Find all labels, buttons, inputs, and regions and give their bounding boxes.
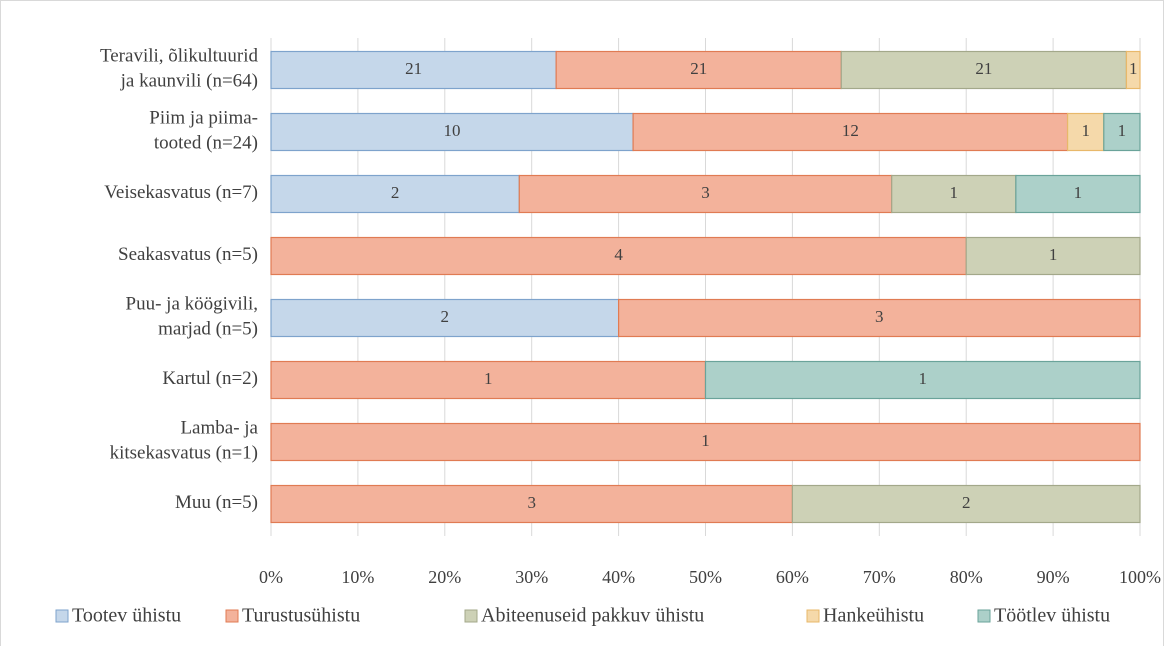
legend-label: Töötlev ühistu — [994, 605, 1110, 627]
y-tick-label-line: kitsekasvatus (n=1) — [110, 443, 258, 464]
x-tick-label: 80% — [950, 567, 983, 587]
bar-segment — [270, 174, 520, 214]
y-tick-label: Puu- ja köögivili, marjad (n=5) — [126, 294, 258, 340]
data-label: 12 — [842, 121, 859, 140]
bar-segment — [270, 50, 557, 90]
bar-segment — [270, 236, 967, 276]
bar-segment — [1125, 50, 1141, 90]
x-tick-label: 100% — [1119, 567, 1161, 587]
legend-label: Abiteenuseid pakkuv ühistu — [481, 605, 704, 627]
legend-label: Tootev ühistu — [72, 605, 181, 627]
bar-segment — [270, 484, 794, 524]
data-label: 10 — [444, 121, 461, 140]
y-tick-label: Kartul (n=2) — [162, 368, 258, 389]
bar-segment — [617, 298, 1141, 338]
legend-swatch — [806, 609, 820, 623]
legend-swatch — [225, 609, 239, 623]
data-label: 1 — [1049, 245, 1058, 264]
y-tick-label-line: tooted (n=24) — [154, 133, 258, 154]
data-label: 21 — [690, 59, 707, 78]
y-tick-label: Veisekasvatus (n=7) — [104, 182, 258, 203]
y-tick-label-line: Puu- ja köögivili, — [126, 294, 258, 315]
y-tick-label-line: Piim ja piima- — [149, 108, 258, 129]
data-label: 2 — [391, 183, 400, 202]
bar-segment — [518, 174, 893, 214]
bar-segment — [555, 50, 842, 90]
y-tick-label: Seakasvatus (n=5) — [118, 244, 258, 265]
x-tick-label: 90% — [1037, 567, 1070, 587]
bar-segment — [1015, 174, 1141, 214]
bar-segment — [1103, 112, 1141, 152]
bar-segment — [270, 298, 620, 338]
y-tick-label: Teravili, õlikultuurid ja kaunvili (n=64) — [100, 46, 259, 92]
x-tick-label: 0% — [259, 567, 283, 587]
y-tick-label-line: Teravili, õlikultuurid — [100, 46, 259, 67]
data-label: 2 — [441, 307, 450, 326]
data-label: 1 — [1118, 121, 1127, 140]
bar-segment — [704, 360, 1141, 400]
bar-segment — [270, 422, 1141, 462]
data-label: 1 — [701, 431, 710, 450]
data-label: 21 — [975, 59, 992, 78]
x-tick-label: 20% — [428, 567, 461, 587]
legend-swatch — [55, 609, 69, 623]
y-tick-label-line: Kartul (n=2) — [162, 368, 258, 389]
y-tick-label: Muu (n=5) — [175, 492, 258, 513]
data-label: 1 — [1129, 59, 1138, 78]
x-tick-label: 70% — [863, 567, 896, 587]
y-tick-label-line: Veisekasvatus (n=7) — [104, 182, 258, 203]
bar-segment — [632, 112, 1069, 152]
data-label: 21 — [405, 59, 422, 78]
y-tick-label: Lamba- ja kitsekasvatus (n=1) — [110, 418, 259, 464]
y-tick-label-line: marjad (n=5) — [158, 319, 258, 340]
x-tick-label: 60% — [776, 567, 809, 587]
x-tick-label: 30% — [515, 567, 548, 587]
legend-swatch — [977, 609, 991, 623]
bar-segment — [1066, 112, 1105, 152]
bar-segment — [840, 50, 1128, 90]
x-tick-label: 10% — [341, 567, 374, 587]
data-label: 1 — [919, 369, 928, 388]
bar-segment — [791, 484, 1141, 524]
legend-swatch — [464, 609, 478, 623]
y-tick-label-line: Lamba- ja — [180, 418, 258, 439]
bar-segment — [270, 112, 634, 152]
data-label: 1 — [1081, 121, 1090, 140]
data-label: 4 — [614, 245, 623, 264]
legend-label: Turustusühistu — [242, 605, 360, 627]
data-label: 1 — [950, 183, 959, 202]
data-label: 1 — [484, 369, 493, 388]
data-label: 2 — [962, 493, 971, 512]
bar-segment — [965, 236, 1141, 276]
y-tick-label-line: Seakasvatus (n=5) — [118, 244, 258, 265]
data-label: 3 — [701, 183, 710, 202]
data-label: 3 — [527, 493, 536, 512]
x-tick-label: 40% — [602, 567, 635, 587]
data-label: 1 — [1074, 183, 1083, 202]
legend-label: Hankeühistu — [823, 605, 924, 627]
data-label: 3 — [875, 307, 884, 326]
y-tick-label-line: ja kaunvili (n=64) — [120, 71, 258, 92]
y-tick-label-line: Muu (n=5) — [175, 492, 258, 513]
x-tick-label: 50% — [689, 567, 722, 587]
y-tick-label: Piim ja piima-tooted (n=24) — [149, 108, 258, 154]
